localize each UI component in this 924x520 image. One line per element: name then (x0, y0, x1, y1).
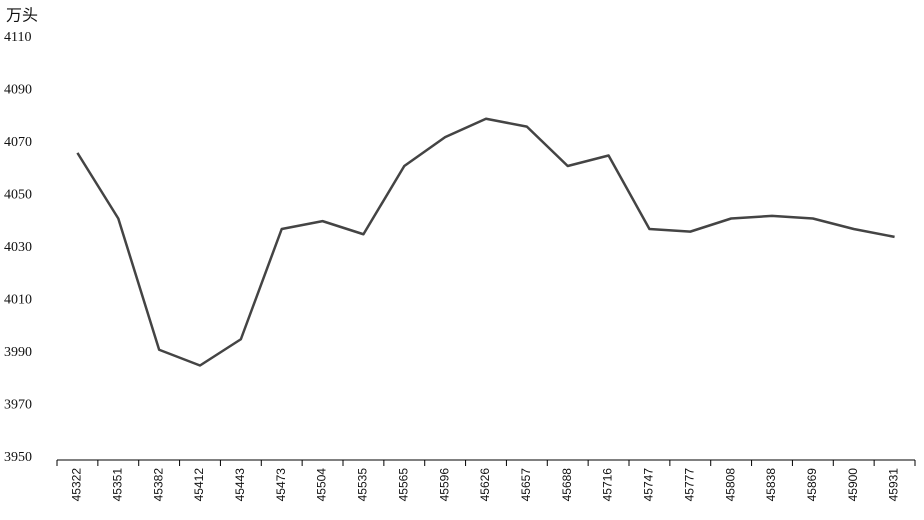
x-tick-label: 45565 (396, 468, 410, 502)
y-tick-label: 4050 (4, 188, 32, 203)
unit-label: 万头 (6, 6, 38, 25)
y-tick-label: 4010 (4, 293, 32, 308)
x-tick-label: 45596 (437, 468, 451, 502)
x-tick-label: 45382 (151, 468, 165, 502)
x-tick-label: 45351 (110, 468, 124, 502)
x-tick-label: 45838 (764, 468, 778, 502)
y-tick-label: 3990 (4, 345, 32, 360)
x-tick-label: 45900 (846, 468, 860, 502)
y-tick-label: 4090 (4, 83, 32, 98)
x-tick-label: 45504 (315, 468, 329, 502)
x-tick-label: 45777 (682, 468, 696, 502)
x-tick-label: 45747 (642, 468, 656, 502)
x-tick-label: 45869 (805, 468, 819, 502)
x-tick-label: 45657 (519, 468, 533, 502)
x-tick-label: 45443 (233, 468, 247, 502)
x-tick-label: 45626 (478, 468, 492, 502)
x-tick-label: 45688 (560, 468, 574, 502)
x-tick-label: 45535 (356, 468, 370, 502)
x-tick-label: 45931 (887, 468, 901, 502)
x-tick-label: 45322 (70, 468, 84, 502)
x-tick-label: 45412 (192, 468, 206, 502)
y-tick-label: 4110 (4, 30, 31, 45)
y-tick-label: 3970 (4, 398, 32, 413)
y-tick-label: 4070 (4, 135, 32, 150)
line (76, 117, 895, 367)
x-tick-label: 45473 (274, 468, 288, 502)
x-tick-label: 45716 (601, 468, 615, 502)
y-tick-label: 4030 (4, 240, 32, 255)
x-tick-label: 45808 (723, 468, 737, 502)
y-tick-label: 3950 (4, 450, 32, 465)
